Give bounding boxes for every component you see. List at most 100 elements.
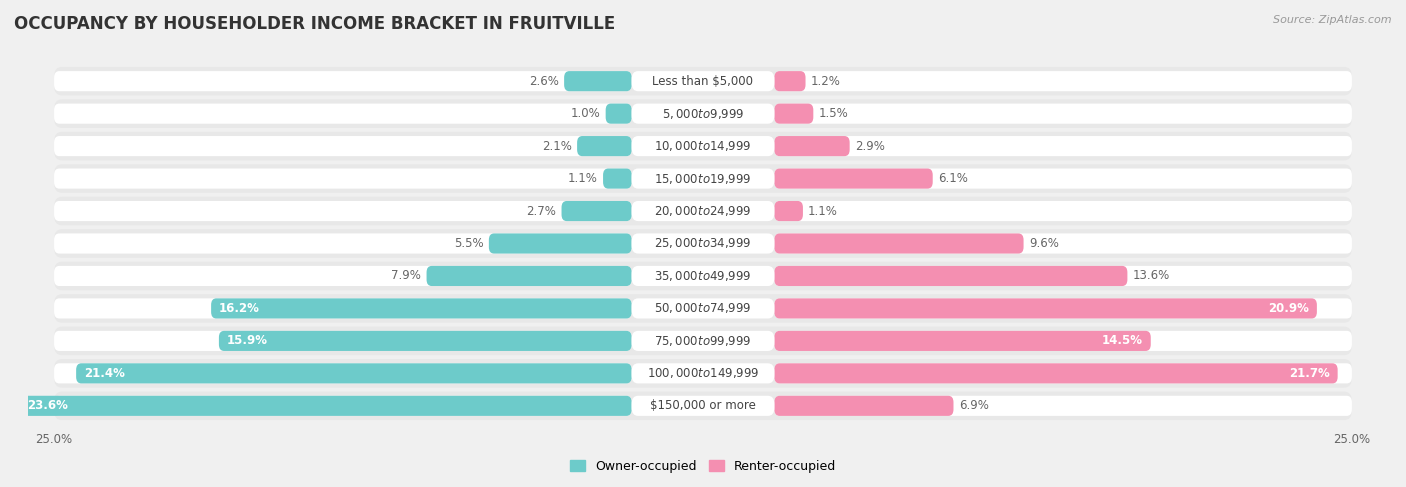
FancyBboxPatch shape bbox=[606, 104, 631, 124]
Text: $100,000 to $149,999: $100,000 to $149,999 bbox=[647, 366, 759, 380]
FancyBboxPatch shape bbox=[53, 132, 1353, 160]
FancyBboxPatch shape bbox=[53, 359, 1353, 388]
FancyBboxPatch shape bbox=[775, 169, 932, 188]
FancyBboxPatch shape bbox=[631, 363, 775, 383]
FancyBboxPatch shape bbox=[775, 299, 1353, 318]
Text: 1.0%: 1.0% bbox=[571, 107, 600, 120]
FancyBboxPatch shape bbox=[775, 233, 1024, 254]
Text: 6.1%: 6.1% bbox=[938, 172, 967, 185]
Text: 5.5%: 5.5% bbox=[454, 237, 484, 250]
Text: 1.1%: 1.1% bbox=[808, 205, 838, 218]
FancyBboxPatch shape bbox=[53, 197, 1353, 225]
FancyBboxPatch shape bbox=[53, 164, 1353, 193]
FancyBboxPatch shape bbox=[576, 136, 631, 156]
FancyBboxPatch shape bbox=[53, 266, 631, 286]
FancyBboxPatch shape bbox=[631, 299, 775, 318]
FancyBboxPatch shape bbox=[775, 104, 813, 124]
Text: 21.7%: 21.7% bbox=[1289, 367, 1330, 380]
FancyBboxPatch shape bbox=[53, 392, 1353, 420]
Legend: Owner-occupied, Renter-occupied: Owner-occupied, Renter-occupied bbox=[565, 455, 841, 478]
FancyBboxPatch shape bbox=[76, 363, 631, 383]
Text: 23.6%: 23.6% bbox=[27, 399, 67, 412]
Text: $35,000 to $49,999: $35,000 to $49,999 bbox=[654, 269, 752, 283]
Text: 1.5%: 1.5% bbox=[818, 107, 848, 120]
FancyBboxPatch shape bbox=[53, 396, 631, 416]
FancyBboxPatch shape bbox=[489, 233, 631, 254]
Text: 20.9%: 20.9% bbox=[1268, 302, 1309, 315]
FancyBboxPatch shape bbox=[53, 169, 631, 188]
Text: 7.9%: 7.9% bbox=[391, 269, 422, 282]
FancyBboxPatch shape bbox=[775, 233, 1353, 254]
Text: $15,000 to $19,999: $15,000 to $19,999 bbox=[654, 171, 752, 186]
FancyBboxPatch shape bbox=[53, 201, 631, 221]
FancyBboxPatch shape bbox=[775, 266, 1353, 286]
FancyBboxPatch shape bbox=[631, 104, 775, 124]
Text: $10,000 to $14,999: $10,000 to $14,999 bbox=[654, 139, 752, 153]
Text: 13.6%: 13.6% bbox=[1133, 269, 1170, 282]
Text: 21.4%: 21.4% bbox=[84, 367, 125, 380]
FancyBboxPatch shape bbox=[775, 396, 1353, 416]
FancyBboxPatch shape bbox=[631, 331, 775, 351]
FancyBboxPatch shape bbox=[775, 169, 1353, 188]
FancyBboxPatch shape bbox=[53, 363, 631, 383]
FancyBboxPatch shape bbox=[53, 294, 1353, 323]
FancyBboxPatch shape bbox=[631, 266, 775, 286]
Text: 2.6%: 2.6% bbox=[529, 75, 560, 88]
Text: 1.1%: 1.1% bbox=[568, 172, 598, 185]
FancyBboxPatch shape bbox=[53, 331, 631, 351]
Text: 1.2%: 1.2% bbox=[811, 75, 841, 88]
FancyBboxPatch shape bbox=[631, 233, 775, 254]
FancyBboxPatch shape bbox=[775, 136, 849, 156]
FancyBboxPatch shape bbox=[53, 229, 1353, 258]
FancyBboxPatch shape bbox=[53, 104, 631, 124]
Text: 16.2%: 16.2% bbox=[219, 302, 260, 315]
FancyBboxPatch shape bbox=[219, 331, 631, 351]
FancyBboxPatch shape bbox=[53, 99, 1353, 128]
FancyBboxPatch shape bbox=[631, 396, 775, 416]
FancyBboxPatch shape bbox=[603, 169, 631, 188]
Text: Source: ZipAtlas.com: Source: ZipAtlas.com bbox=[1274, 15, 1392, 25]
Text: Less than $5,000: Less than $5,000 bbox=[652, 75, 754, 88]
Text: $150,000 or more: $150,000 or more bbox=[650, 399, 756, 412]
FancyBboxPatch shape bbox=[775, 136, 1353, 156]
FancyBboxPatch shape bbox=[561, 201, 631, 221]
Text: $5,000 to $9,999: $5,000 to $9,999 bbox=[662, 107, 744, 121]
FancyBboxPatch shape bbox=[775, 363, 1353, 383]
Text: 9.6%: 9.6% bbox=[1029, 237, 1059, 250]
FancyBboxPatch shape bbox=[775, 104, 1353, 124]
Text: 15.9%: 15.9% bbox=[226, 335, 267, 347]
Text: 2.7%: 2.7% bbox=[526, 205, 557, 218]
Text: 2.1%: 2.1% bbox=[543, 140, 572, 152]
FancyBboxPatch shape bbox=[775, 299, 1317, 318]
Text: 2.9%: 2.9% bbox=[855, 140, 884, 152]
FancyBboxPatch shape bbox=[631, 71, 775, 91]
FancyBboxPatch shape bbox=[53, 299, 631, 318]
Text: OCCUPANCY BY HOUSEHOLDER INCOME BRACKET IN FRUITVILLE: OCCUPANCY BY HOUSEHOLDER INCOME BRACKET … bbox=[14, 15, 616, 33]
FancyBboxPatch shape bbox=[775, 266, 1128, 286]
FancyBboxPatch shape bbox=[775, 201, 803, 221]
FancyBboxPatch shape bbox=[53, 71, 631, 91]
Text: $20,000 to $24,999: $20,000 to $24,999 bbox=[654, 204, 752, 218]
FancyBboxPatch shape bbox=[53, 67, 1353, 95]
FancyBboxPatch shape bbox=[53, 233, 631, 254]
FancyBboxPatch shape bbox=[20, 396, 631, 416]
Text: 6.9%: 6.9% bbox=[959, 399, 988, 412]
FancyBboxPatch shape bbox=[631, 201, 775, 221]
FancyBboxPatch shape bbox=[775, 331, 1353, 351]
FancyBboxPatch shape bbox=[631, 169, 775, 188]
FancyBboxPatch shape bbox=[775, 71, 806, 91]
FancyBboxPatch shape bbox=[53, 262, 1353, 290]
FancyBboxPatch shape bbox=[426, 266, 631, 286]
Text: $25,000 to $34,999: $25,000 to $34,999 bbox=[654, 237, 752, 250]
FancyBboxPatch shape bbox=[53, 136, 631, 156]
Text: $50,000 to $74,999: $50,000 to $74,999 bbox=[654, 301, 752, 316]
FancyBboxPatch shape bbox=[775, 71, 1353, 91]
Text: 14.5%: 14.5% bbox=[1102, 335, 1143, 347]
FancyBboxPatch shape bbox=[775, 331, 1150, 351]
FancyBboxPatch shape bbox=[53, 327, 1353, 355]
FancyBboxPatch shape bbox=[775, 201, 1353, 221]
FancyBboxPatch shape bbox=[775, 363, 1337, 383]
FancyBboxPatch shape bbox=[564, 71, 631, 91]
FancyBboxPatch shape bbox=[631, 136, 775, 156]
FancyBboxPatch shape bbox=[775, 396, 953, 416]
